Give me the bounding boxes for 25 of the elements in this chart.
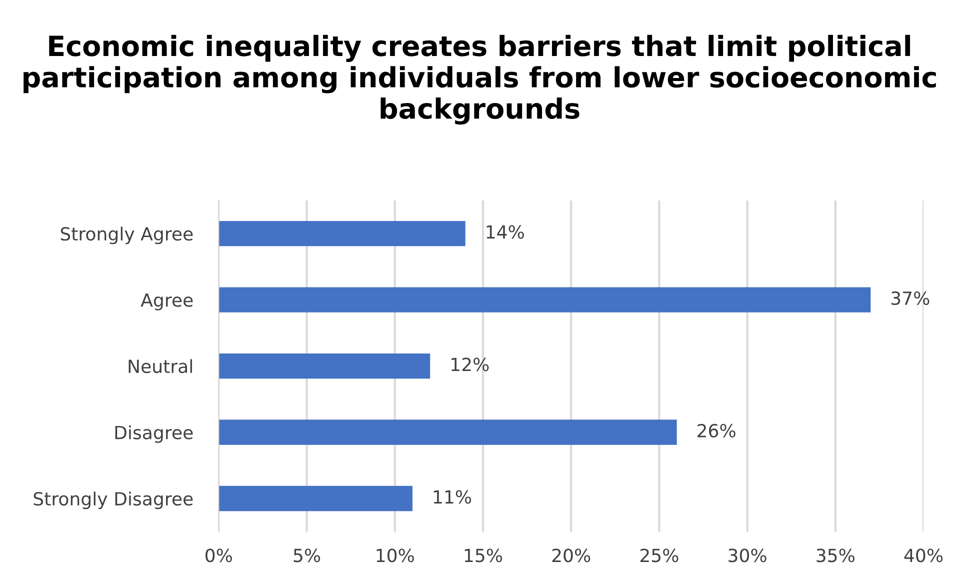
data-label: 12% <box>452 358 489 372</box>
x-tick-label: 5% <box>294 548 320 562</box>
x-tick-label: 40% <box>904 548 943 562</box>
data-label: 14% <box>486 225 524 239</box>
data-label: 11% <box>434 490 472 504</box>
y-tick-label: Strongly Agree <box>60 226 193 244</box>
bar <box>218 353 430 379</box>
data-label: 37% <box>891 291 930 306</box>
x-tick-label: 10% <box>376 548 414 562</box>
y-tick-label: Agree <box>140 293 193 310</box>
x-tick-label: 35% <box>816 548 854 562</box>
y-tick-label: Neutral <box>128 359 192 374</box>
bar <box>218 220 466 246</box>
x-tick-label: 25% <box>640 548 678 562</box>
y-tick-label: Strongly Disagree <box>34 492 193 510</box>
chart-title: Economic inequality creates barriers that limit political participation among individuals from lower socioeconomic backgrounds <box>24 34 936 125</box>
x-tick-label: 20% <box>552 548 590 562</box>
x-tick-label: 15% <box>464 548 502 562</box>
bar <box>218 287 871 312</box>
x-tick-label: 30% <box>728 548 766 562</box>
y-tick-label: Disagree <box>115 425 193 443</box>
bar <box>218 486 412 512</box>
data-label: 26% <box>698 424 736 438</box>
x-tick-label: 0% <box>206 548 232 562</box>
bar <box>218 420 677 445</box>
